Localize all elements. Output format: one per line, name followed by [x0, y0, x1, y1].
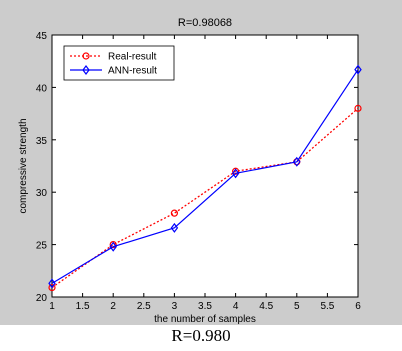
legend-entry: Real-result: [70, 52, 157, 63]
y-tick-label: 40: [36, 83, 48, 94]
y-axis: 20 25 30 35 40 45: [36, 31, 358, 304]
data-point: [48, 283, 56, 292]
x-tick-label: 3: [172, 301, 178, 312]
legend: Real-result ANN-result: [63, 45, 175, 81]
line-chart: R=0.98068 1 1.5 2 2.5 3 3.5 4 4.5 5 5.5 6 20 25 30 35…: [18, 17, 362, 325]
x-tick-label: 4.5: [259, 301, 273, 312]
x-axis-label: the number of samples: [154, 314, 256, 325]
x-tick-label: 2: [110, 301, 116, 312]
y-tick-label: 30: [36, 188, 48, 199]
x-tick-label: 5: [294, 301, 300, 312]
y-tick-label: 20: [36, 293, 48, 304]
data-point: [293, 156, 301, 167]
legend-marker: [82, 52, 90, 60]
data-point: [170, 222, 179, 233]
y-tick-label: 25: [36, 241, 48, 252]
legend-label: Real-result: [108, 52, 157, 63]
legend-entry: ANN-result: [70, 65, 157, 77]
figure-caption: R=0.980: [171, 326, 231, 345]
data-point: [354, 64, 362, 75]
series-layer: [48, 64, 362, 292]
series-line: [51, 107, 359, 289]
y-tick-label: 45: [36, 31, 48, 42]
x-tick-label: 1: [49, 301, 55, 312]
legend-marker: [82, 65, 90, 75]
series-ann-result: [48, 64, 362, 289]
data-point: [109, 241, 117, 252]
data-point: [109, 241, 117, 249]
data-point: [231, 168, 240, 179]
data-point: [232, 167, 240, 175]
y-tick-label: 35: [36, 136, 48, 147]
x-tick-label: 6: [355, 301, 361, 312]
x-tick-label: 2.5: [137, 301, 151, 312]
legend-box: [63, 45, 175, 81]
x-tick-label: 4: [233, 301, 239, 312]
series-line: [51, 69, 359, 284]
x-tick-label: 3.5: [198, 301, 212, 312]
x-tick-label: 1.5: [76, 301, 90, 312]
data-point: [48, 278, 56, 289]
data-point: [170, 209, 178, 217]
y-axis-label: compressive strength: [18, 118, 29, 213]
x-axis: 1 1.5 2 2.5 3 3.5 4 4.5 5 5.5 6: [49, 35, 361, 312]
x-tick-label: 5.5: [320, 301, 334, 312]
legend-label: ANN-result: [108, 66, 157, 77]
chart-title: R=0.98068: [178, 17, 232, 29]
data-point: [354, 104, 362, 112]
